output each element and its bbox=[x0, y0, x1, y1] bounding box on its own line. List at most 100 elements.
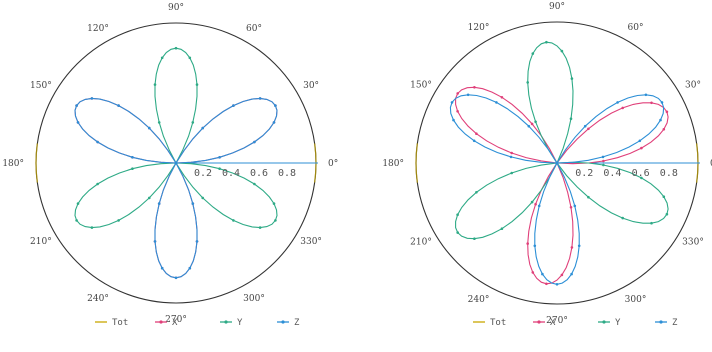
series-y-point bbox=[75, 219, 78, 222]
angle-tick-label: 180° bbox=[382, 159, 404, 169]
series-z-point bbox=[533, 244, 537, 248]
angle-tick-label: 60° bbox=[246, 24, 262, 34]
series-z-point bbox=[76, 121, 80, 124]
angle-tick-label: 210° bbox=[30, 237, 52, 247]
series-z-point bbox=[157, 202, 161, 205]
series-z-point bbox=[573, 204, 577, 208]
series-z-point bbox=[450, 101, 454, 104]
angle-tick-label: 240° bbox=[468, 295, 490, 305]
series-y-point bbox=[153, 83, 157, 86]
angle-tick-label: 330° bbox=[300, 237, 322, 247]
series-z-point bbox=[160, 266, 164, 270]
series-z-point bbox=[188, 266, 192, 270]
series-y-point bbox=[191, 121, 195, 124]
series-y-point bbox=[640, 176, 643, 180]
angle-tick-label: 240° bbox=[87, 294, 109, 304]
series-z-point bbox=[509, 155, 513, 159]
series-z-point bbox=[537, 204, 541, 208]
angle-tick-label: 300° bbox=[243, 294, 265, 304]
series-x-point bbox=[560, 273, 564, 277]
series-y-point bbox=[274, 219, 277, 222]
series-y-point bbox=[272, 202, 276, 205]
legend: Tot X Y Z bbox=[473, 318, 678, 328]
series-x-point bbox=[530, 122, 534, 126]
series-x-line bbox=[74, 97, 278, 279]
series-y-point bbox=[665, 212, 669, 216]
series-y-point bbox=[117, 219, 120, 222]
angle-tick-label: 270° bbox=[546, 316, 568, 326]
series-z-point bbox=[541, 272, 544, 276]
series-y-point bbox=[531, 52, 535, 55]
radial-tick-label: 0.6 bbox=[250, 168, 268, 179]
legend-marker-z bbox=[281, 320, 285, 324]
series-z-point bbox=[452, 118, 455, 122]
series-y-point bbox=[201, 196, 204, 200]
legend-label-tot: Tot bbox=[112, 318, 128, 328]
series-z-point bbox=[495, 101, 498, 104]
series-z-point bbox=[218, 156, 221, 159]
series-x-point bbox=[569, 206, 573, 209]
series-y-point bbox=[90, 226, 94, 229]
series-z-point bbox=[174, 276, 178, 280]
angle-tick-label: 150° bbox=[30, 81, 52, 91]
series-x-point bbox=[510, 151, 513, 155]
series-z-point bbox=[75, 104, 78, 107]
series-y-point bbox=[662, 195, 666, 198]
radial-tick-label: 0.8 bbox=[660, 168, 678, 179]
angle-tick-label: 0° bbox=[328, 159, 338, 169]
series-y-point bbox=[96, 182, 99, 186]
angle-tick-label: 60° bbox=[628, 23, 644, 33]
legend-marker-x bbox=[159, 320, 163, 324]
angle-tick-label: 300° bbox=[625, 295, 647, 305]
series-y-point bbox=[602, 163, 605, 167]
legend-label-y: Y bbox=[615, 318, 621, 328]
series-y-point bbox=[131, 167, 134, 170]
series-y-point bbox=[188, 56, 192, 60]
series-y-point bbox=[253, 182, 256, 186]
series-y-point bbox=[621, 216, 624, 220]
series-z-point bbox=[272, 121, 276, 124]
radial-tick-label: 0.8 bbox=[278, 168, 296, 179]
series-z-point bbox=[174, 161, 178, 165]
series-x-point bbox=[545, 282, 548, 286]
series-y-point bbox=[526, 81, 529, 84]
angle-tick-label: 0° bbox=[710, 159, 712, 169]
legend: Tot X Y Z bbox=[95, 318, 300, 328]
series-y-point bbox=[148, 196, 151, 200]
series-x-point bbox=[587, 127, 590, 131]
angle-tick-label: 180° bbox=[2, 159, 24, 169]
series-z-point bbox=[555, 283, 559, 286]
legend-label-y: Y bbox=[237, 318, 243, 328]
series-x-point bbox=[500, 96, 504, 99]
legend-label-x: X bbox=[172, 318, 178, 328]
series-z-point bbox=[638, 139, 642, 143]
legend-label-z: Z bbox=[672, 318, 678, 328]
series-y-point bbox=[560, 49, 564, 53]
tot-arc-0 bbox=[35, 143, 39, 183]
angle-tick-label: 330° bbox=[682, 238, 704, 248]
series-x-point bbox=[473, 86, 476, 89]
angle-tick-label: 210° bbox=[410, 238, 432, 248]
radial-tick-label: 0.4 bbox=[222, 168, 240, 179]
series-y-point bbox=[534, 120, 537, 124]
series-z-point bbox=[577, 244, 581, 248]
series-z-point bbox=[555, 161, 559, 165]
series-z-point bbox=[601, 155, 605, 159]
series-y-line bbox=[74, 47, 278, 229]
series-z-point bbox=[148, 126, 151, 130]
series-y-point bbox=[500, 227, 504, 230]
series-y-point bbox=[456, 231, 460, 234]
legend-marker-x bbox=[537, 320, 541, 324]
legend-marker-z bbox=[659, 320, 663, 324]
series-z-point bbox=[117, 104, 120, 107]
angle-tick-label: 150° bbox=[410, 81, 432, 91]
series-z-point bbox=[153, 240, 157, 243]
series-x-point bbox=[650, 101, 653, 105]
series-x-point bbox=[531, 271, 535, 274]
series-z-point bbox=[472, 139, 476, 143]
series-x-point bbox=[475, 132, 478, 135]
series-y-point bbox=[157, 121, 161, 124]
series-z-point bbox=[195, 240, 199, 243]
